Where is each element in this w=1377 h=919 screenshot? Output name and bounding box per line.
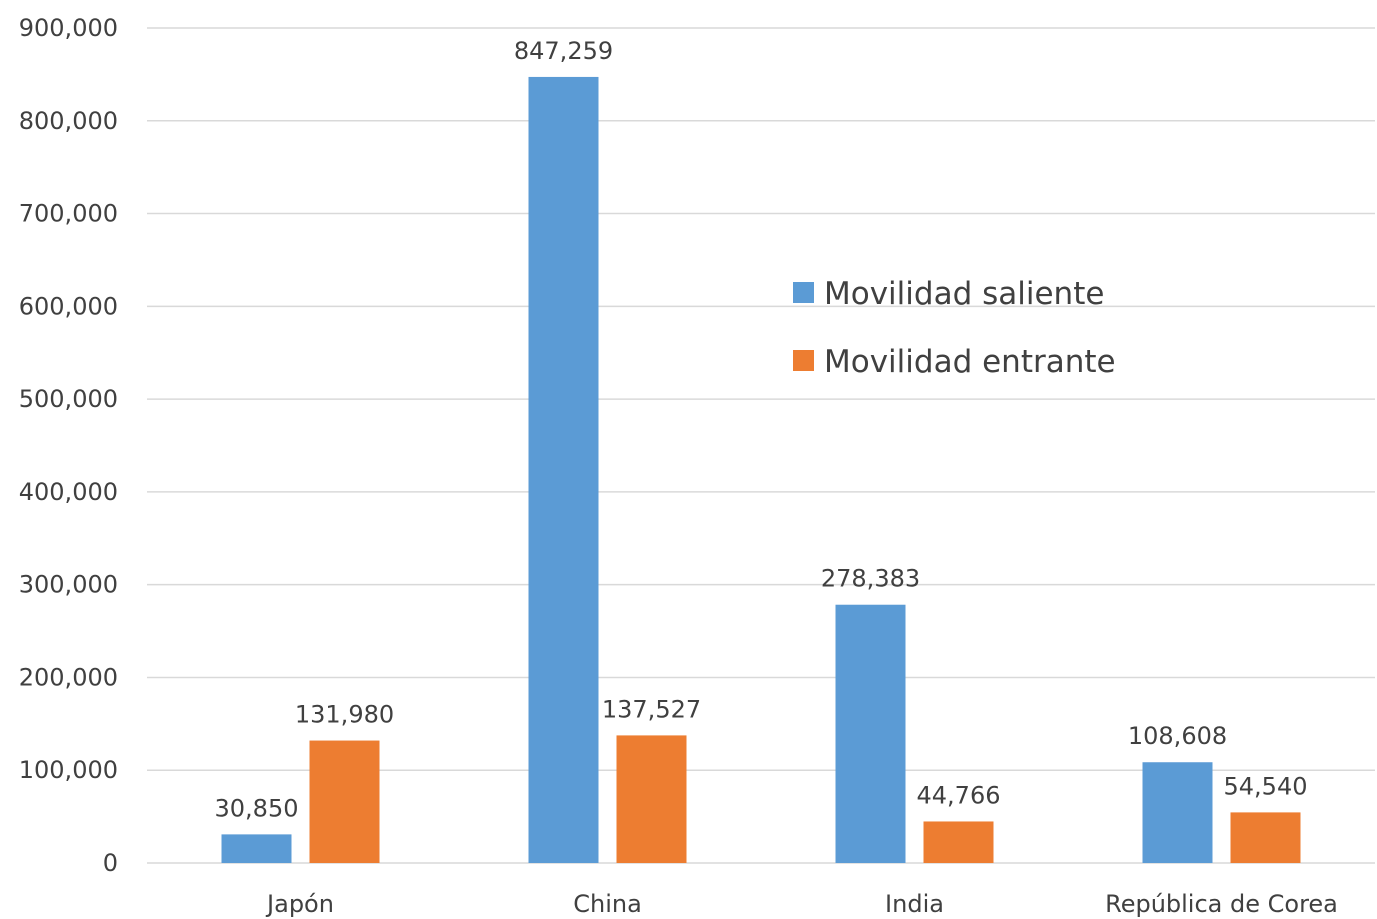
y-tick-label: 700,000 [19, 200, 118, 228]
x-category-label: India [885, 890, 944, 918]
y-tick-label: 0 [103, 849, 118, 877]
data-label: 44,766 [917, 781, 1001, 809]
bar-entrante-0 [309, 740, 380, 863]
y-tick-label: 100,000 [19, 756, 118, 784]
x-category-label: Japón [265, 890, 334, 918]
legend-label: Movilidad saliente [824, 276, 1104, 312]
bar-saliente-2 [835, 604, 906, 863]
y-tick-label: 500,000 [19, 385, 118, 413]
data-label: 108,608 [1128, 722, 1227, 750]
data-label: 847,259 [514, 37, 613, 65]
legend: Movilidad saliente Movilidad entrante [793, 276, 1116, 380]
x-axis-category-labels: Japón China India República de Corea [265, 890, 1338, 918]
data-label: 30,850 [215, 794, 299, 822]
bars [221, 76, 1301, 863]
legend-swatch [793, 282, 814, 303]
legend-swatch [793, 350, 814, 371]
data-label: 137,527 [602, 695, 701, 723]
y-tick-label: 600,000 [19, 292, 118, 320]
x-category-label: República de Corea [1105, 890, 1338, 918]
y-tick-label: 300,000 [19, 571, 118, 599]
data-label: 278,383 [821, 565, 920, 593]
bar-entrante-2 [923, 821, 994, 863]
y-tick-label: 400,000 [19, 478, 118, 506]
y-axis-tick-labels: 0 100,000 200,000 300,000 400,000 500,000 600,… [19, 14, 118, 877]
legend-label: Movilidad entrante [824, 344, 1116, 380]
data-label: 131,980 [295, 701, 394, 729]
data-label: 54,540 [1224, 772, 1308, 800]
data-labels: 30,850 131,980 847,259 137,527 278,383 44,766… [215, 37, 1308, 822]
x-category-label: China [573, 890, 642, 918]
y-tick-label: 200,000 [19, 663, 118, 691]
bar-saliente-0 [221, 834, 292, 863]
bar-entrante-1 [616, 735, 687, 863]
y-tick-label: 800,000 [19, 107, 118, 135]
bar-saliente-1 [528, 76, 599, 863]
y-tick-label: 900,000 [19, 14, 118, 42]
bar-entrante-3 [1230, 812, 1301, 863]
bar-saliente-3 [1142, 762, 1213, 863]
